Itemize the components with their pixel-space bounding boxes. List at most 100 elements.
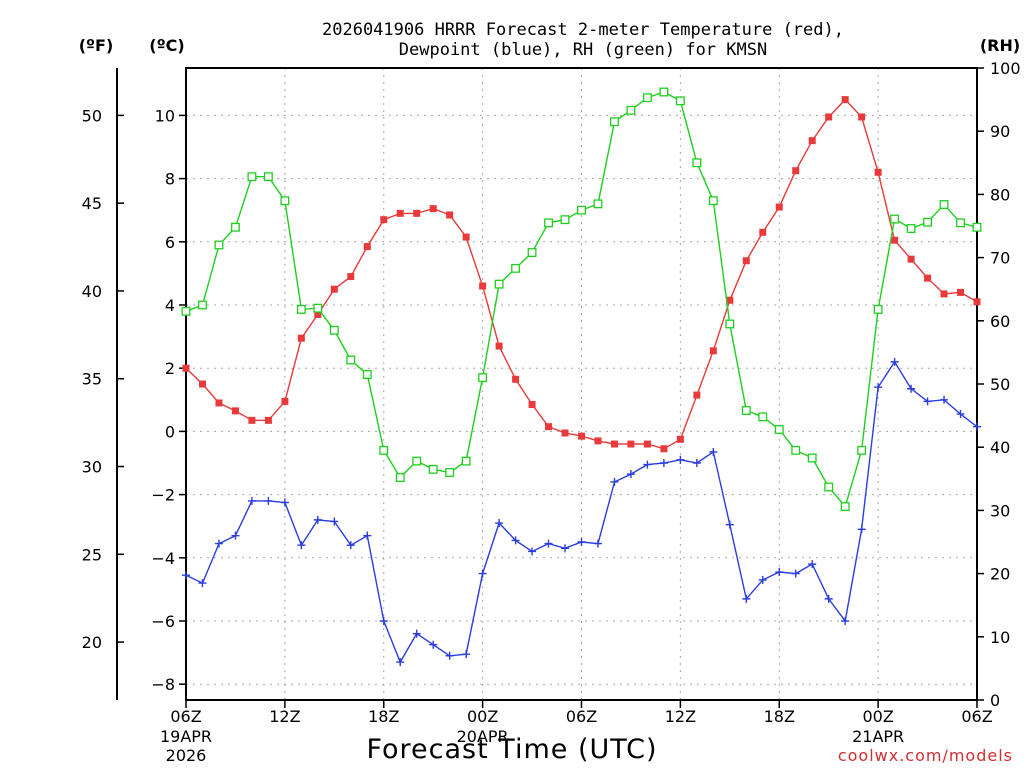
data-point: [973, 422, 981, 431]
celsius-tick-label: 8: [165, 170, 175, 189]
series-temperature: [182, 96, 981, 453]
axis-ticks: 1086420−2−4−6−85045403530252010090807060…: [82, 59, 1021, 765]
data-point: [858, 113, 866, 121]
data-point: [626, 470, 635, 479]
x-tick-label: 18Z: [368, 707, 399, 726]
rh-tick-label: 80: [990, 185, 1010, 204]
data-point: [578, 432, 585, 440]
data-point: [775, 568, 784, 577]
rh-tick-label: 10: [990, 628, 1010, 647]
data-point: [280, 498, 289, 507]
celsius-tick-label: −6: [151, 612, 175, 631]
data-point: [874, 168, 882, 176]
data-point: [659, 459, 668, 467]
data-point: [708, 196, 718, 206]
data-point: [692, 158, 702, 168]
data-point: [791, 569, 800, 578]
data-point: [263, 172, 273, 182]
data-point: [231, 407, 239, 415]
data-point: [841, 96, 849, 104]
data-point: [577, 538, 586, 546]
data-point: [626, 105, 636, 115]
data-point: [479, 282, 487, 290]
data-point: [775, 203, 783, 211]
data-point: [808, 560, 817, 569]
data-point: [742, 257, 750, 265]
data-point: [907, 384, 916, 393]
data-point: [824, 594, 833, 603]
x-tick-label: 06Z: [170, 707, 201, 726]
data-point: [577, 205, 586, 215]
x-tick-label: 00Z: [862, 707, 893, 726]
data-point: [675, 96, 685, 106]
rh-tick-label: 30: [990, 501, 1010, 520]
data-point: [347, 273, 355, 281]
data-point: [379, 445, 389, 455]
data-point: [906, 224, 916, 233]
data-point: [264, 416, 272, 424]
data-point: [610, 117, 619, 127]
series-line: [185, 360, 978, 664]
celsius-tick-label: 2: [165, 359, 175, 378]
data-point: [528, 547, 537, 556]
fahrenheit-tick-label: 50: [82, 106, 102, 125]
data-point: [478, 569, 487, 578]
data-point: [511, 263, 521, 273]
data-point: [462, 650, 471, 659]
data-point: [214, 240, 224, 250]
rh-tick-label: 100: [990, 59, 1021, 78]
fahrenheit-tick-label: 40: [82, 282, 102, 301]
data-point: [380, 216, 388, 224]
data-point: [248, 416, 256, 424]
data-point: [494, 279, 504, 289]
data-point: [874, 383, 883, 392]
series-line: [185, 98, 978, 450]
data-point: [230, 222, 240, 232]
series-dewpoint: [182, 357, 981, 667]
data-point: [214, 539, 223, 548]
x-tick-label: 06Z: [566, 707, 597, 726]
data-point: [527, 248, 537, 257]
fahrenheit-tick-label: 30: [82, 458, 102, 477]
series-rh: [181, 87, 982, 512]
data-point: [313, 303, 323, 313]
x-tick-date-label: 20APR: [457, 727, 509, 746]
celsius-tick-label: 4: [165, 296, 175, 315]
data-point: [725, 319, 735, 329]
data-point: [363, 243, 371, 251]
x-tick-label: 06Z: [961, 707, 992, 726]
fahrenheit-unit-label: (ºF): [79, 36, 114, 55]
data-point: [593, 539, 602, 548]
rh-tick-label: 50: [990, 375, 1010, 394]
celsius-tick-label: −2: [151, 486, 175, 505]
x-tick-label: 12Z: [269, 707, 300, 726]
data-point: [379, 617, 388, 625]
data-point: [891, 236, 899, 244]
data-point: [412, 629, 421, 638]
data-point: [676, 455, 685, 464]
data-point: [825, 113, 833, 121]
rh-tick-label: 40: [990, 438, 1010, 457]
data-point: [610, 440, 618, 448]
data-point: [297, 541, 306, 550]
x-tick-label: 12Z: [665, 707, 696, 726]
data-point: [511, 536, 520, 545]
data-point: [429, 205, 437, 213]
data-point: [346, 541, 355, 550]
data-point: [692, 459, 701, 467]
data-point: [643, 440, 651, 448]
data-point: [709, 447, 718, 456]
data-point: [841, 617, 850, 625]
data-point: [215, 399, 223, 407]
data-point: [857, 525, 866, 534]
fahrenheit-tick-label: 45: [82, 194, 102, 213]
data-point: [808, 137, 816, 145]
data-point: [807, 453, 817, 463]
celsius-unit-label: (ºC): [149, 36, 184, 55]
data-point: [280, 196, 290, 206]
data-point: [725, 520, 734, 529]
credit-link[interactable]: coolwx.com/models: [838, 746, 1013, 765]
data-point: [413, 209, 421, 217]
fahrenheit-tick-label: 20: [82, 633, 102, 652]
